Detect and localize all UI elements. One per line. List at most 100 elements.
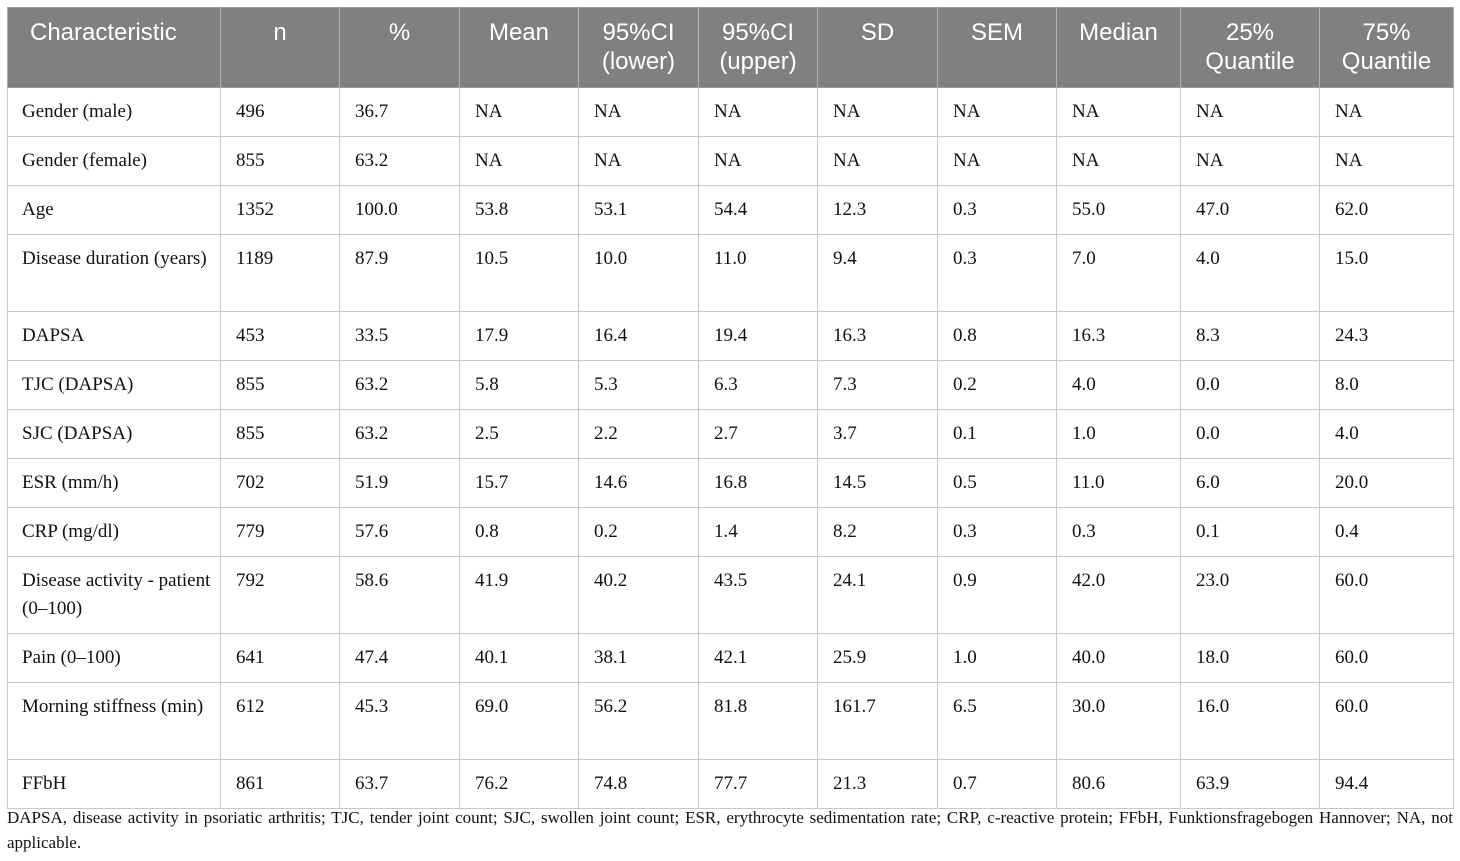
table-cell: 24.1 bbox=[817, 556, 938, 634]
table-cell: 641 bbox=[220, 633, 340, 683]
table-cell: 81.8 bbox=[698, 682, 818, 760]
table-row: DAPSA 453 33.5 17.9 16.4 19.4 16.3 0.8 16.3 8.3 24… bbox=[7, 311, 1454, 361]
row-label-cell: FFbH bbox=[7, 759, 221, 809]
table-cell: 0.3 bbox=[937, 234, 1057, 312]
table-cell: 77.7 bbox=[698, 759, 818, 809]
table-cell: 8.0 bbox=[1319, 360, 1454, 410]
table-cell: 0.1 bbox=[937, 409, 1057, 459]
table-cell: 58.6 bbox=[339, 556, 460, 634]
table-cell: 8.2 bbox=[817, 507, 938, 557]
table-cell: NA bbox=[817, 87, 938, 137]
table-cell: 38.1 bbox=[578, 633, 699, 683]
table-cell: 24.3 bbox=[1319, 311, 1454, 361]
table-body: Gender (male) 496 36.7 NA NA NA NA NA NA NA NA Gend… bbox=[7, 87, 1454, 809]
table-cell: 7.3 bbox=[817, 360, 938, 410]
table-cell: 5.8 bbox=[459, 360, 579, 410]
table-cell: 0.5 bbox=[937, 458, 1057, 508]
table-cell: NA bbox=[1180, 87, 1320, 137]
row-label-cell: ESR (mm/h) bbox=[7, 458, 221, 508]
table-cell: 11.0 bbox=[1056, 458, 1181, 508]
table-row: FFbH 861 63.7 76.2 74.8 77.7 21.3 0.7 80.6 63.9 94… bbox=[7, 759, 1454, 809]
table-cell: 63.2 bbox=[339, 136, 460, 186]
table-cell: 11.0 bbox=[698, 234, 818, 312]
table-cell: 161.7 bbox=[817, 682, 938, 760]
table-cell: 2.7 bbox=[698, 409, 818, 459]
table-cell: 60.0 bbox=[1319, 633, 1454, 683]
table-cell: 19.4 bbox=[698, 311, 818, 361]
table-cell: NA bbox=[1056, 136, 1181, 186]
table-cell: 74.8 bbox=[578, 759, 699, 809]
column-header-mean: Mean bbox=[459, 7, 579, 88]
table-cell: 69.0 bbox=[459, 682, 579, 760]
table-row: CRP (mg/dl) 779 57.6 0.8 0.2 1.4 8.2 0.3 0.3 0.1 0… bbox=[7, 507, 1454, 557]
table-row: Gender (female) 855 63.2 NA NA NA NA NA NA NA NA bbox=[7, 136, 1454, 186]
table-cell: 42.1 bbox=[698, 633, 818, 683]
row-label-cell: Gender (female) bbox=[7, 136, 221, 186]
table-cell: 4.0 bbox=[1180, 234, 1320, 312]
table-cell: 496 bbox=[220, 87, 340, 137]
table-cell: 7.0 bbox=[1056, 234, 1181, 312]
table-cell: 8.3 bbox=[1180, 311, 1320, 361]
table-cell: 855 bbox=[220, 409, 340, 459]
row-label-cell: TJC (DAPSA) bbox=[7, 360, 221, 410]
table-cell: 47.4 bbox=[339, 633, 460, 683]
table-cell: NA bbox=[459, 136, 579, 186]
table-cell: 0.8 bbox=[937, 311, 1057, 361]
table-cell: 0.0 bbox=[1180, 409, 1320, 459]
table-row: Age 1352 100.0 53.8 53.1 54.4 12.3 0.3 55.0 47.0 6… bbox=[7, 185, 1454, 235]
table-cell: 0.9 bbox=[937, 556, 1057, 634]
table-cell: 453 bbox=[220, 311, 340, 361]
table-cell: 56.2 bbox=[578, 682, 699, 760]
table-cell: NA bbox=[698, 87, 818, 137]
table-cell: 1.4 bbox=[698, 507, 818, 557]
row-label-cell: Pain (0–100) bbox=[7, 633, 221, 683]
table-cell: 76.2 bbox=[459, 759, 579, 809]
table-row: Pain (0–100) 641 47.4 40.1 38.1 42.1 25.9 1.0 40… bbox=[7, 633, 1454, 683]
table-cell: 41.9 bbox=[459, 556, 579, 634]
table-cell: 855 bbox=[220, 360, 340, 410]
table-cell: 0.0 bbox=[1180, 360, 1320, 410]
row-label-cell: Disease duration (years) bbox=[7, 234, 221, 312]
table-cell: 16.0 bbox=[1180, 682, 1320, 760]
table-cell: 60.0 bbox=[1319, 556, 1454, 634]
table-cell: 25.9 bbox=[817, 633, 938, 683]
characteristics-table: Characteristic n % Mean 95%CI (lower) 95… bbox=[7, 7, 1454, 809]
table-cell: 1.0 bbox=[1056, 409, 1181, 459]
table-cell: 47.0 bbox=[1180, 185, 1320, 235]
table-cell: 612 bbox=[220, 682, 340, 760]
row-label-cell: SJC (DAPSA) bbox=[7, 409, 221, 459]
column-header-n: n bbox=[220, 7, 340, 88]
column-header-characteristic: Characteristic bbox=[7, 7, 221, 88]
table-cell: 63.7 bbox=[339, 759, 460, 809]
table-cell: 62.0 bbox=[1319, 185, 1454, 235]
table-cell: 54.4 bbox=[698, 185, 818, 235]
table-cell: 4.0 bbox=[1319, 409, 1454, 459]
table-cell: 94.4 bbox=[1319, 759, 1454, 809]
table-cell: 16.3 bbox=[817, 311, 938, 361]
table-cell: 0.8 bbox=[459, 507, 579, 557]
table-cell: 16.4 bbox=[578, 311, 699, 361]
table-cell: 861 bbox=[220, 759, 340, 809]
table-cell: 12.3 bbox=[817, 185, 938, 235]
table-cell: 10.0 bbox=[578, 234, 699, 312]
table-row: Disease duration (years) 1189 87.9 10.5 10.0… bbox=[7, 234, 1454, 312]
table-cell: NA bbox=[578, 136, 699, 186]
table-cell: 55.0 bbox=[1056, 185, 1181, 235]
table-cell: 1352 bbox=[220, 185, 340, 235]
table-row: SJC (DAPSA) 855 63.2 2.5 2.2 2.7 3.7 0.1 1.0 0.0 4… bbox=[7, 409, 1454, 459]
row-label-cell: Disease activity - patient (0–100) bbox=[7, 556, 221, 634]
column-header-median: Median bbox=[1056, 7, 1181, 88]
table-row: Disease activity - patient (0–100) 792 58.… bbox=[7, 556, 1454, 634]
column-header-sem: SEM bbox=[937, 7, 1057, 88]
table-cell: 20.0 bbox=[1319, 458, 1454, 508]
table-cell: 0.3 bbox=[1056, 507, 1181, 557]
table-cell: 855 bbox=[220, 136, 340, 186]
table-cell: 0.4 bbox=[1319, 507, 1454, 557]
table-cell: 0.1 bbox=[1180, 507, 1320, 557]
table-row: ESR (mm/h) 702 51.9 15.7 14.6 16.8 14.5 0.5 11.0… bbox=[7, 458, 1454, 508]
table-cell: 51.9 bbox=[339, 458, 460, 508]
table-cell: 63.2 bbox=[339, 360, 460, 410]
column-header-ci-lower: 95%CI (lower) bbox=[578, 7, 699, 88]
table-cell: 18.0 bbox=[1180, 633, 1320, 683]
table-cell: 702 bbox=[220, 458, 340, 508]
